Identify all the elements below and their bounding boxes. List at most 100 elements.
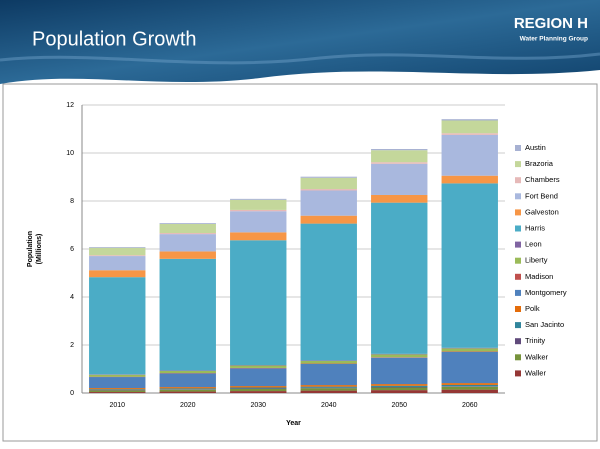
bar-segment xyxy=(442,386,498,387)
bar-segment xyxy=(230,388,286,389)
bar-segment xyxy=(301,388,357,390)
legend-swatch xyxy=(515,258,521,264)
bar-segment xyxy=(442,133,498,135)
bar-segment xyxy=(160,371,216,373)
y-tick-label: 8 xyxy=(70,198,74,205)
bar-segment xyxy=(442,135,498,176)
legend-swatch xyxy=(515,274,521,280)
bar-segment xyxy=(230,366,286,368)
bar-segment xyxy=(442,348,498,349)
legend-swatch xyxy=(515,322,521,328)
bar-segment xyxy=(371,354,427,357)
bar-segment xyxy=(89,247,145,248)
bar-segment xyxy=(301,216,357,224)
legend-swatch xyxy=(515,242,521,248)
legend-label: Waller xyxy=(525,368,546,377)
bar-segment xyxy=(371,203,427,354)
bar-segment xyxy=(442,183,498,347)
y-tick-label: 4 xyxy=(70,294,74,301)
legend-swatch xyxy=(515,209,521,215)
x-tick-label: 2050 xyxy=(391,402,407,409)
y-tick-label: 2 xyxy=(70,342,74,349)
bar-segment xyxy=(160,224,216,233)
bar-segment xyxy=(160,233,216,234)
bar-segment xyxy=(301,361,357,364)
bar-segment xyxy=(230,200,286,210)
bar-segment xyxy=(89,256,145,270)
bar-segment xyxy=(89,270,145,277)
bar-segment xyxy=(371,162,427,164)
bar-segment xyxy=(160,373,216,387)
bar-segment xyxy=(160,259,216,371)
bar-segment xyxy=(160,387,216,388)
legend-label: Montgomery xyxy=(525,288,567,297)
bar-segment xyxy=(301,189,357,190)
x-tick-label: 2020 xyxy=(180,402,196,409)
bar-segment xyxy=(442,387,498,390)
bar-segment xyxy=(89,277,145,374)
bar-segment xyxy=(89,388,145,389)
y-tick-label: 6 xyxy=(70,246,74,253)
bar-segment xyxy=(301,364,357,385)
legend-swatch xyxy=(515,370,521,376)
legend-label: Trinity xyxy=(525,336,545,345)
bar-segment xyxy=(301,360,357,361)
bar-segment xyxy=(442,383,498,385)
logo-title: REGION H xyxy=(514,15,588,32)
x-tick-label: 2030 xyxy=(250,402,266,409)
bar-segment xyxy=(371,149,427,150)
bar-segment xyxy=(230,232,286,240)
bar-segment xyxy=(371,354,427,355)
legend-label: Brazoria xyxy=(525,159,554,168)
bar-segment xyxy=(89,375,145,377)
bar-segment xyxy=(160,234,216,251)
legend-swatch xyxy=(515,161,521,167)
bar-segment xyxy=(89,392,145,393)
bar-segment xyxy=(371,390,427,393)
legend-label: Walker xyxy=(525,352,549,361)
legend-label: Harris xyxy=(525,223,545,232)
bar-segment xyxy=(89,255,145,256)
legend-label: Polk xyxy=(525,304,540,313)
bar-segment xyxy=(371,386,427,387)
bar-segment xyxy=(442,352,498,383)
bar-segment xyxy=(442,176,498,184)
bar-segment xyxy=(442,119,498,120)
bar-segment xyxy=(89,248,145,255)
bar-segment xyxy=(89,377,145,388)
bar-segment xyxy=(160,251,216,258)
x-tick-label: 2060 xyxy=(462,402,478,409)
legend-label: San Jacinto xyxy=(525,320,564,329)
bar-segment xyxy=(301,391,357,393)
legend-label: Liberty xyxy=(525,256,548,265)
y-axis-label: (Millions) xyxy=(36,234,43,265)
bar-segment xyxy=(442,348,498,351)
legend-swatch xyxy=(515,290,521,296)
y-tick-label: 12 xyxy=(66,102,74,109)
bar-segment xyxy=(301,190,357,215)
legend-label: Austin xyxy=(525,143,546,152)
bar-segment xyxy=(160,388,216,389)
legend-swatch xyxy=(515,338,521,344)
bar-segment xyxy=(230,211,286,232)
bar-segment xyxy=(230,240,286,365)
bar-segment xyxy=(301,387,357,388)
slide-title: Population Growth xyxy=(32,28,197,50)
legend-label: Chambers xyxy=(525,175,560,184)
y-axis-label: Population xyxy=(27,231,34,267)
x-tick-label: 2040 xyxy=(321,402,337,409)
bar-segment xyxy=(301,385,357,387)
y-tick-label: 10 xyxy=(66,150,74,157)
bar-segment xyxy=(371,387,427,390)
bar-segment xyxy=(442,121,498,134)
legend-swatch xyxy=(515,145,521,151)
bar-segment xyxy=(230,199,286,200)
bar-segment xyxy=(442,385,498,386)
x-tick-label: 2010 xyxy=(109,402,125,409)
legend-swatch xyxy=(515,306,521,312)
bar-segment xyxy=(230,210,286,211)
logo-subtitle: Water Planning Group xyxy=(520,36,588,43)
bar-segment xyxy=(371,384,427,386)
